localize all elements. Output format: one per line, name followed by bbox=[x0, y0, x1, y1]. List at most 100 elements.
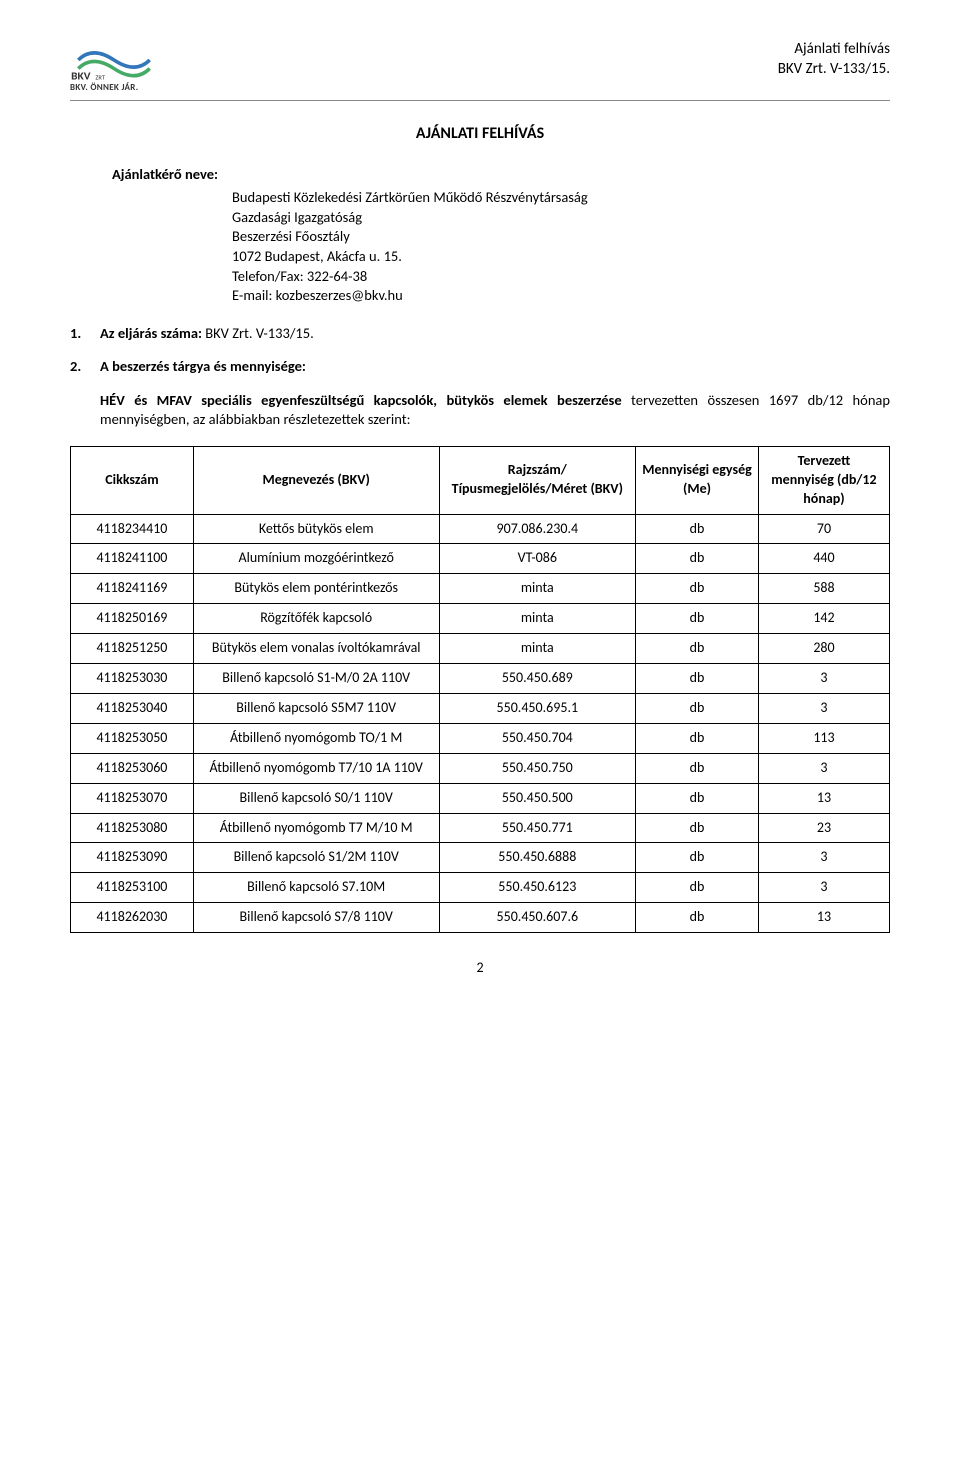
cell-rajzszam: 550.450.500 bbox=[439, 783, 636, 813]
table-header-row: Cikkszám Megnevezés (BKV) Rajzszám/ Típu… bbox=[71, 446, 890, 514]
cell-mennyiseg: 3 bbox=[758, 693, 889, 723]
table-row: 4118241100Alumínium mozgóérintkezőVT-086… bbox=[71, 544, 890, 574]
cell-rajzszam: 550.450.771 bbox=[439, 813, 636, 843]
th-megnevezes: Megnevezés (BKV) bbox=[193, 446, 439, 514]
item-text: Az eljárás száma: BKV Zrt. V-133/15. bbox=[100, 324, 890, 344]
table-row: 4118250169Rögzítőfék kapcsolómintadb142 bbox=[71, 604, 890, 634]
cell-rajzszam: minta bbox=[439, 634, 636, 664]
cell-cikkszam: 4118253060 bbox=[71, 753, 194, 783]
bkv-logo-icon: BKV ZRT bbox=[70, 40, 158, 80]
table-row: 4118253070Billenő kapcsoló S0/1 110V550.… bbox=[71, 783, 890, 813]
item-number: 2. bbox=[70, 357, 100, 377]
cell-cikkszam: 4118262030 bbox=[71, 903, 194, 933]
cell-mennyiseg: 142 bbox=[758, 604, 889, 634]
cell-cikkszam: 4118253100 bbox=[71, 873, 194, 903]
th-rajzszam: Rajzszám/ Típusmegjelölés/Méret (BKV) bbox=[439, 446, 636, 514]
cell-me: db bbox=[636, 903, 759, 933]
cell-mennyiseg: 3 bbox=[758, 843, 889, 873]
cell-megnevezes: Bütykös elem pontérintkezős bbox=[193, 574, 439, 604]
cell-rajzszam: 550.450.6123 bbox=[439, 873, 636, 903]
table-row: 4118251250Bütykös elem vonalas ívoltókam… bbox=[71, 634, 890, 664]
address-line: Beszerzési Főosztály bbox=[232, 227, 890, 247]
cell-megnevezes: Átbillenő nyomógomb T7/10 1A 110V bbox=[193, 753, 439, 783]
cell-me: db bbox=[636, 604, 759, 634]
address-line: Telefon/Fax: 322-64-38 bbox=[232, 267, 890, 287]
cell-megnevezes: Átbillenő nyomógomb TO/1 M bbox=[193, 723, 439, 753]
address-line: E-mail: kozbeszerzes@bkv.hu bbox=[232, 286, 890, 306]
cell-me: db bbox=[636, 693, 759, 723]
th-tervezett: Tervezett mennyiség (db/12 hónap) bbox=[758, 446, 889, 514]
cell-rajzszam: minta bbox=[439, 604, 636, 634]
subject-bold: HÉV és MFAV speciális egyenfeszültségű k… bbox=[100, 391, 622, 409]
cell-cikkszam: 4118253040 bbox=[71, 693, 194, 723]
cell-mennyiseg: 440 bbox=[758, 544, 889, 574]
cell-me: db bbox=[636, 664, 759, 694]
cell-rajzszam: 550.450.6888 bbox=[439, 843, 636, 873]
cell-cikkszam: 4118253030 bbox=[71, 664, 194, 694]
item-1-value: BKV Zrt. V-133/15. bbox=[202, 324, 314, 342]
cell-megnevezes: Kettős bütykös elem bbox=[193, 514, 439, 544]
cell-me: db bbox=[636, 544, 759, 574]
cell-megnevezes: Rögzítőfék kapcsoló bbox=[193, 604, 439, 634]
page-number: 2 bbox=[70, 959, 890, 978]
table-row: 4118253040Billenő kapcsoló S5M7 110V550.… bbox=[71, 693, 890, 723]
svg-text:ZRT: ZRT bbox=[95, 73, 105, 80]
cell-mennyiseg: 13 bbox=[758, 783, 889, 813]
cell-megnevezes: Alumínium mozgóérintkező bbox=[193, 544, 439, 574]
header-line-2: BKV Zrt. V-133/15. bbox=[778, 60, 890, 80]
table-row: 4118241169Bütykös elem pontérintkezősmin… bbox=[71, 574, 890, 604]
table-body: 4118234410Kettős bütykös elem907.086.230… bbox=[71, 514, 890, 932]
cell-mennyiseg: 3 bbox=[758, 873, 889, 903]
cell-cikkszam: 4118253090 bbox=[71, 843, 194, 873]
item-1-label: Az eljárás száma: bbox=[100, 324, 202, 342]
cell-cikkszam: 4118253050 bbox=[71, 723, 194, 753]
requester-label: Ajánlatkérő neve: bbox=[112, 165, 890, 185]
header-line-1: Ajánlati felhívás bbox=[778, 40, 890, 60]
cell-rajzszam: 907.086.230.4 bbox=[439, 514, 636, 544]
cell-mennyiseg: 3 bbox=[758, 664, 889, 694]
cell-me: db bbox=[636, 723, 759, 753]
cell-cikkszam: 4118253070 bbox=[71, 783, 194, 813]
cell-megnevezes: Billenő kapcsoló S1-M/0 2A 110V bbox=[193, 664, 439, 694]
items-table: Cikkszám Megnevezés (BKV) Rajzszám/ Típu… bbox=[70, 446, 890, 933]
cell-me: db bbox=[636, 574, 759, 604]
cell-me: db bbox=[636, 813, 759, 843]
page-header: BKV ZRT BKV. ÖNNEK JÁR. Ajánlati felhívá… bbox=[70, 40, 890, 101]
cell-rajzszam: 550.450.695.1 bbox=[439, 693, 636, 723]
cell-rajzszam: 550.450.689 bbox=[439, 664, 636, 694]
svg-text:BKV: BKV bbox=[71, 69, 91, 80]
cell-me: db bbox=[636, 843, 759, 873]
cell-rajzszam: VT-086 bbox=[439, 544, 636, 574]
th-cikkszam: Cikkszám bbox=[71, 446, 194, 514]
cell-me: db bbox=[636, 514, 759, 544]
cell-megnevezes: Billenő kapcsoló S7.10M bbox=[193, 873, 439, 903]
cell-me: db bbox=[636, 753, 759, 783]
table-row: 4118253080Átbillenő nyomógomb T7 M/10 M5… bbox=[71, 813, 890, 843]
cell-megnevezes: Bütykös elem vonalas ívoltókamrával bbox=[193, 634, 439, 664]
cell-mennyiseg: 23 bbox=[758, 813, 889, 843]
logo-caption: BKV. ÖNNEK JÁR. bbox=[70, 82, 138, 94]
cell-me: db bbox=[636, 634, 759, 664]
cell-cikkszam: 4118253080 bbox=[71, 813, 194, 843]
cell-me: db bbox=[636, 873, 759, 903]
item-text: A beszerzés tárgya és mennyisége: bbox=[100, 357, 890, 377]
cell-mennyiseg: 70 bbox=[758, 514, 889, 544]
table-row: 4118262030Billenő kapcsoló S7/8 110V550.… bbox=[71, 903, 890, 933]
item-number: 1. bbox=[70, 324, 100, 344]
address-line: Gazdasági Igazgatóság bbox=[232, 208, 890, 228]
table-row: 4118253030Billenő kapcsoló S1-M/0 2A 110… bbox=[71, 664, 890, 694]
table-row: 4118253060Átbillenő nyomógomb T7/10 1A 1… bbox=[71, 753, 890, 783]
document-title: AJÁNLATI FELHÍVÁS bbox=[70, 123, 890, 145]
cell-megnevezes: Átbillenő nyomógomb T7 M/10 M bbox=[193, 813, 439, 843]
cell-rajzszam: 550.450.704 bbox=[439, 723, 636, 753]
cell-mennyiseg: 113 bbox=[758, 723, 889, 753]
item-2-label: A beszerzés tárgya és mennyisége: bbox=[100, 357, 306, 375]
cell-megnevezes: Billenő kapcsoló S5M7 110V bbox=[193, 693, 439, 723]
table-row: 4118253050Átbillenő nyomógomb TO/1 M550.… bbox=[71, 723, 890, 753]
numbered-item-1: 1. Az eljárás száma: BKV Zrt. V-133/15. bbox=[70, 324, 890, 344]
cell-cikkszam: 4118234410 bbox=[71, 514, 194, 544]
cell-rajzszam: 550.450.607.6 bbox=[439, 903, 636, 933]
cell-cikkszam: 4118251250 bbox=[71, 634, 194, 664]
header-right: Ajánlati felhívás BKV Zrt. V-133/15. bbox=[778, 40, 890, 79]
cell-cikkszam: 4118250169 bbox=[71, 604, 194, 634]
